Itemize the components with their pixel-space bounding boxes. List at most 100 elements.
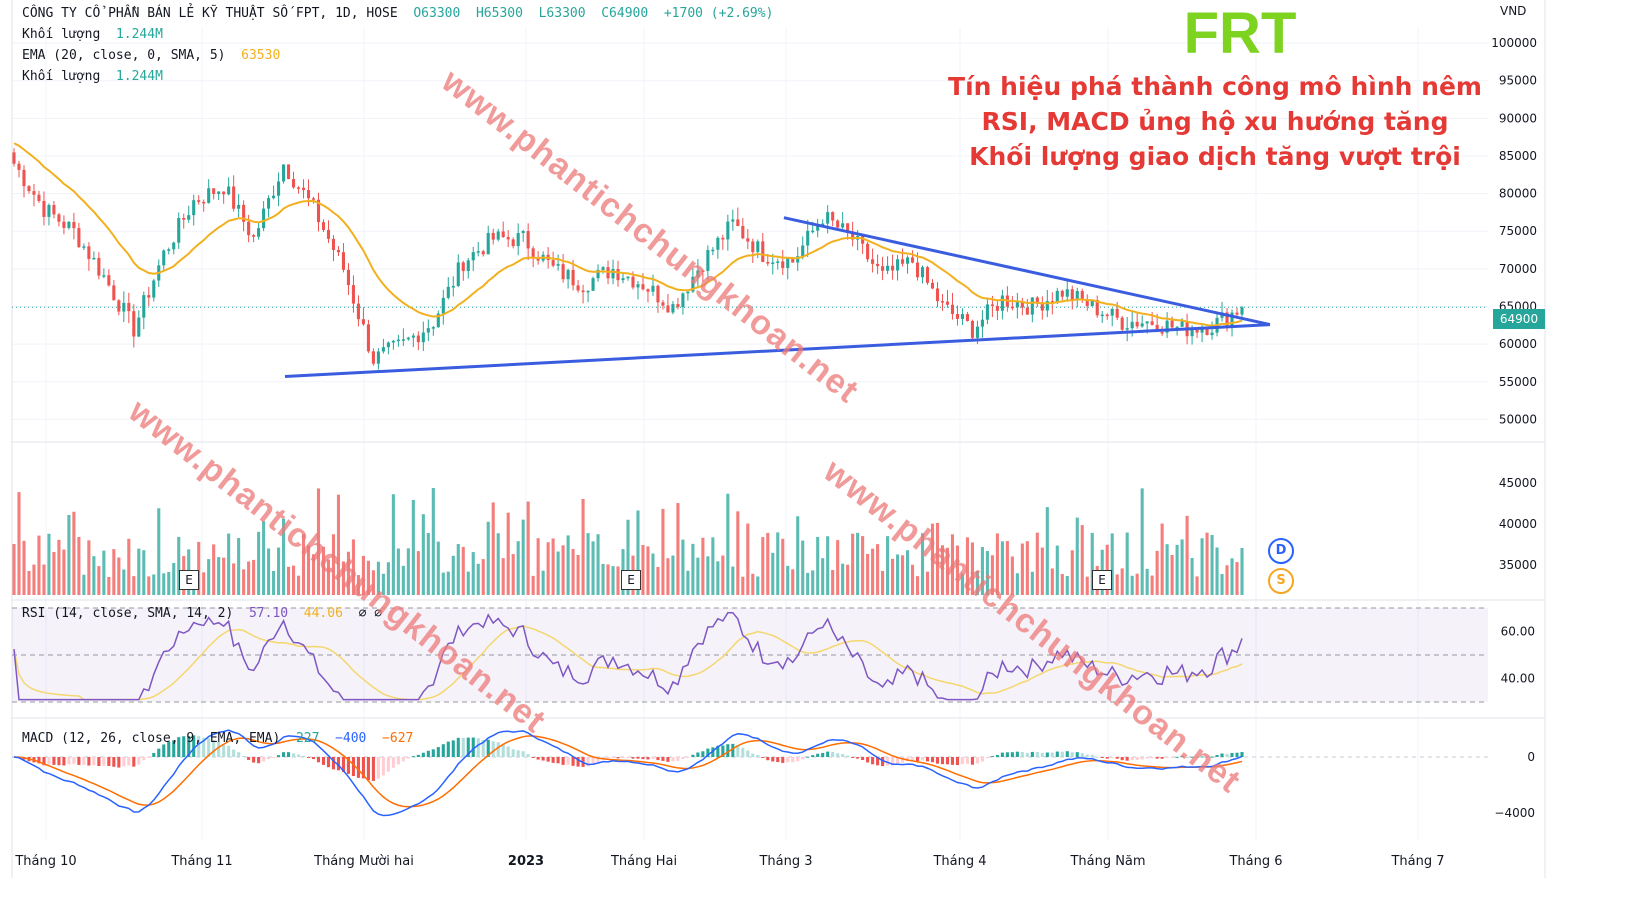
- macd-histogram-bar: [162, 744, 166, 757]
- volume-tick-label: 35000: [1499, 558, 1537, 572]
- macd-histogram-bar: [112, 757, 116, 767]
- rsi-value: 57.10: [248, 606, 289, 621]
- candle-body: [1190, 329, 1194, 337]
- macd-histogram-bar: [1050, 752, 1054, 757]
- split-badge[interactable]: S: [1268, 568, 1294, 594]
- macd-histogram-bar: [591, 757, 595, 765]
- macd-histogram-bar: [1005, 752, 1009, 757]
- macd-histogram-bar: [1170, 757, 1174, 758]
- candle-body: [282, 164, 286, 182]
- volume-bar: [696, 557, 700, 595]
- macd-histogram-bar: [696, 752, 700, 757]
- macd-histogram-bar: [1190, 756, 1194, 758]
- volume-bar: [331, 534, 336, 595]
- price-tick-label: 80000: [1499, 187, 1537, 201]
- candle-body: [831, 212, 835, 221]
- volume-bar: [217, 557, 221, 595]
- macd-histogram-bar: [975, 757, 979, 764]
- candle-body: [866, 243, 870, 260]
- macd-histogram-bar: [57, 757, 61, 766]
- macd-histogram-bar: [980, 757, 984, 762]
- macd-histogram-bar: [1180, 755, 1184, 757]
- candle-body: [841, 223, 845, 228]
- price-tick-label: 90000: [1499, 111, 1537, 125]
- macd-histogram-bar: [871, 757, 875, 765]
- candle-body: [1230, 312, 1234, 326]
- candle-body: [711, 249, 715, 252]
- macd-histogram-bar: [930, 757, 935, 763]
- volume-bar: [571, 548, 575, 595]
- macd-histogram-bar: [626, 757, 630, 758]
- ema-20-line: [13, 142, 1243, 327]
- macd-histogram-bar: [611, 757, 615, 759]
- volume-bar: [456, 544, 460, 595]
- volume-bar: [616, 566, 620, 595]
- volume-bar: [611, 566, 615, 595]
- macd-histogram-bar: [561, 757, 565, 765]
- candle-body: [1140, 323, 1144, 327]
- macd-histogram-bar: [950, 757, 955, 765]
- macd-histogram-bar: [1075, 752, 1079, 757]
- volume-bar: [42, 564, 46, 595]
- price-tick-label: 100000: [1491, 36, 1537, 50]
- macd-histogram-bar: [192, 735, 196, 757]
- macd-histogram-bar: [556, 757, 560, 764]
- macd-histogram-bar: [1085, 754, 1089, 757]
- earnings-marker-1[interactable]: E: [179, 570, 199, 590]
- macd-histogram-bar: [1140, 757, 1144, 760]
- macd-histogram-bar: [117, 757, 121, 768]
- macd-line: [13, 729, 1243, 817]
- volume-bar: [920, 533, 925, 595]
- macd-histogram-bar: [901, 757, 905, 763]
- dividend-badge[interactable]: D: [1268, 538, 1294, 564]
- macd-histogram-bar: [242, 755, 246, 757]
- candle-body: [436, 313, 440, 328]
- volume-bar: [117, 557, 121, 595]
- macd-histogram-bar: [336, 757, 341, 771]
- candle-body: [801, 245, 805, 257]
- macd-histogram-bar: [846, 755, 850, 757]
- macd-histogram-bar: [197, 736, 201, 757]
- candle-body: [881, 266, 885, 271]
- candle-body: [901, 259, 905, 264]
- volume-bar: [556, 551, 560, 595]
- candle-body: [1115, 308, 1119, 318]
- candle-body: [920, 267, 925, 278]
- macd-histogram-bar: [316, 757, 321, 763]
- volume-bar: [67, 515, 71, 595]
- volume-bar: [72, 511, 76, 595]
- macd-histogram-bar: [37, 757, 41, 764]
- volume-bar: [1065, 575, 1069, 595]
- candle-body: [731, 219, 735, 222]
- macd-histogram-bar: [481, 739, 485, 757]
- volume-bar: [1240, 548, 1244, 595]
- candle-body: [646, 289, 650, 292]
- price-tick-label: 95000: [1499, 74, 1537, 88]
- ohlc-change: +1700 (+2.69%): [663, 6, 774, 21]
- volume-bar: [27, 570, 31, 595]
- macd-histogram-bar: [616, 757, 620, 759]
- last-price-tag: 64900: [1493, 309, 1545, 329]
- candle-body: [1160, 332, 1164, 334]
- volume-bar: [47, 533, 51, 595]
- candle-body: [681, 293, 685, 308]
- candle-body: [586, 290, 590, 293]
- earnings-marker-3[interactable]: E: [1092, 570, 1112, 590]
- ema-value: 63530: [241, 48, 281, 63]
- candle-body: [1130, 321, 1134, 329]
- volume-bar: [22, 540, 26, 595]
- candle-body: [1195, 329, 1199, 333]
- macd-histogram-bar: [351, 757, 355, 777]
- volume-legend: Khối lượng 1.244M: [22, 27, 163, 42]
- volume-bar: [376, 561, 380, 595]
- macd-histogram-bar: [311, 757, 316, 760]
- candle-body: [247, 221, 251, 236]
- candle-body: [341, 252, 346, 270]
- volume-bar: [995, 533, 999, 595]
- earnings-marker-2[interactable]: E: [621, 570, 641, 590]
- candle-body: [147, 295, 151, 298]
- candle-body: [556, 264, 560, 266]
- macd-histogram-bar: [831, 752, 835, 757]
- macd-label: MACD (12, 26, close, 9, EMA, EMA): [22, 731, 281, 746]
